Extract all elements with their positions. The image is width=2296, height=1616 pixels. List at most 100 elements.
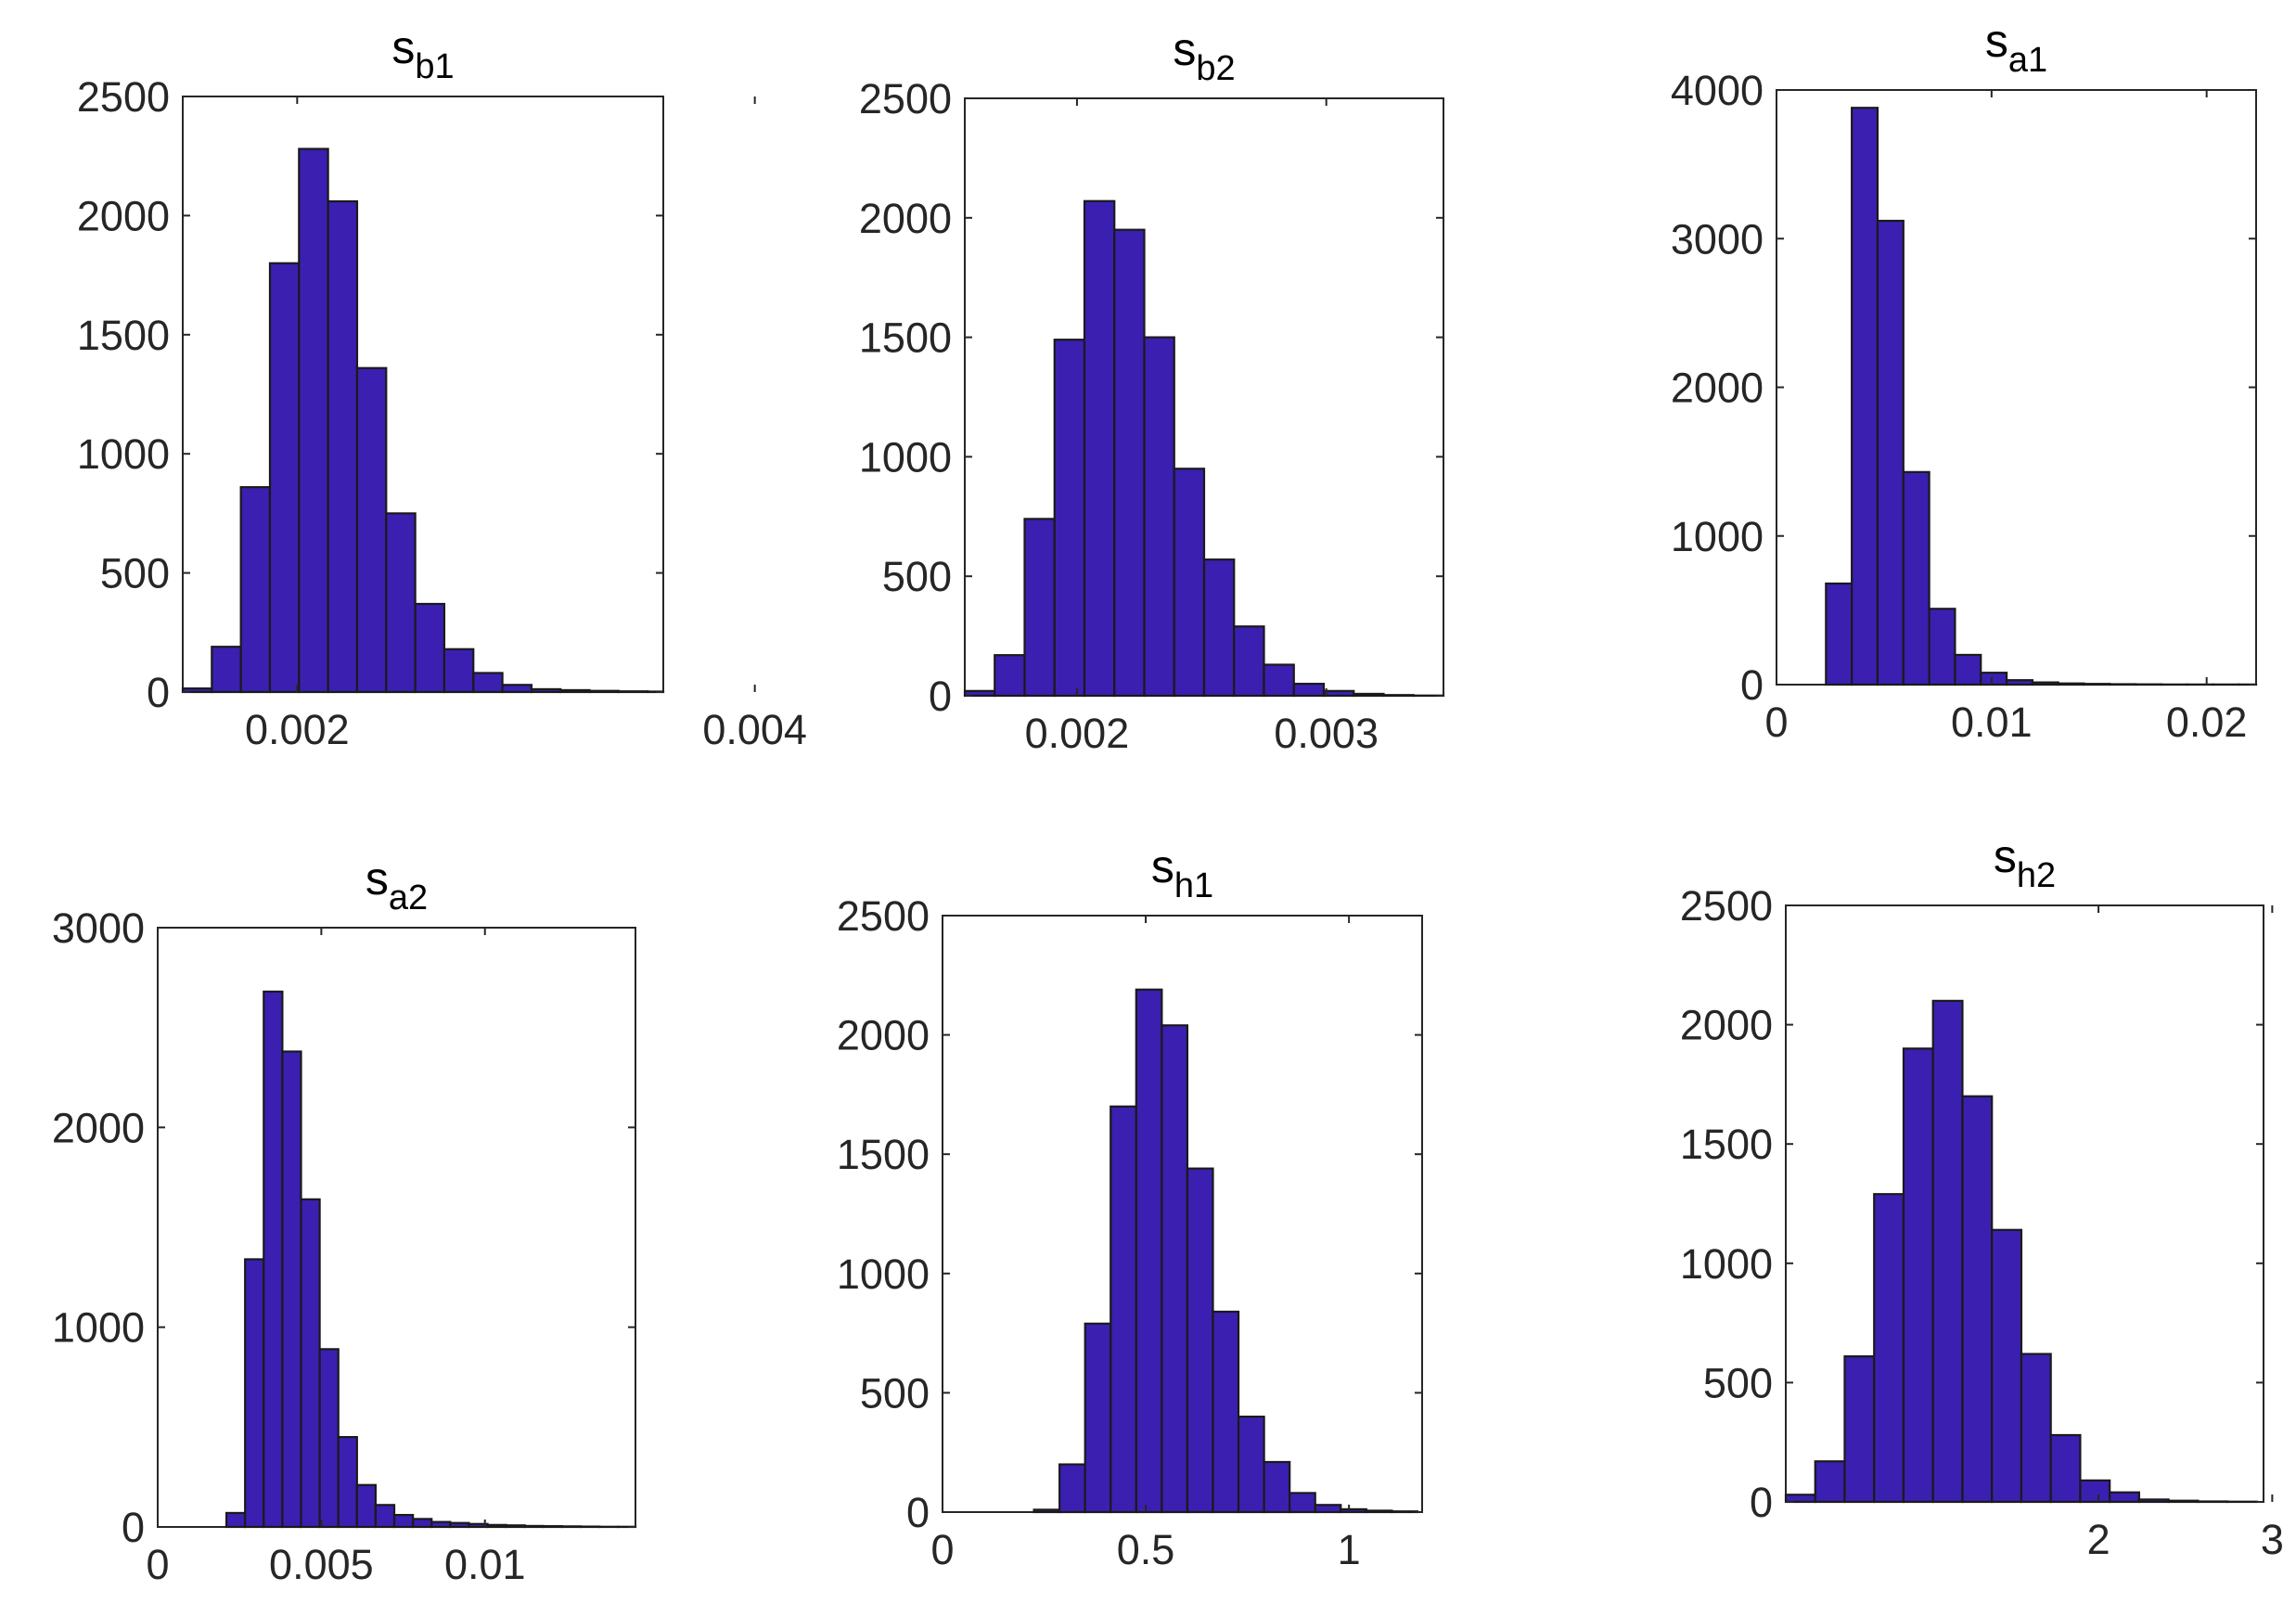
x-tick-label: 0.01	[1951, 699, 2033, 746]
histogram-bar	[385, 512, 417, 694]
y-tick-label: 1000	[1671, 513, 1764, 560]
histogram-bar	[1382, 694, 1415, 698]
histogram-bar	[412, 1518, 433, 1529]
histogram-bar	[263, 990, 284, 1529]
y-tick-label: 3000	[1671, 215, 1764, 263]
panel-s-a2: 0 1000 2000 3000 0 0.005 0.01 sa2	[52, 853, 637, 1588]
histogram-bar	[1135, 988, 1163, 1514]
histogram-bar	[1053, 339, 1086, 698]
histogram-bar	[1237, 1416, 1265, 1514]
x-tick-label: 3	[2261, 1516, 2284, 1563]
y-tick-label: 3000	[52, 904, 145, 952]
histogram-bar	[1083, 199, 1116, 698]
histogram-bar	[1314, 1504, 1342, 1514]
histogram-bar	[414, 602, 446, 694]
histogram-bar	[1353, 692, 1385, 698]
histogram-bar	[244, 1258, 265, 1529]
y-tick-label: 2500	[837, 892, 930, 940]
chart-title-symbol: s	[366, 853, 389, 904]
histogram-bar	[298, 147, 329, 694]
y-tick-label: 500	[882, 553, 952, 600]
histogram-bar	[523, 1524, 545, 1529]
x-tick-label: 0.002	[245, 706, 350, 753]
chart-title-symbol: s	[1994, 830, 2017, 882]
histogram-bar	[530, 687, 562, 694]
histogram-bar	[1023, 518, 1056, 698]
x-tick-label: 0.01	[444, 1541, 526, 1588]
histogram-bar	[443, 648, 475, 694]
histogram-bar	[1931, 999, 1964, 1504]
histogram-bar	[2031, 681, 2059, 686]
chart-title: sh1	[1151, 840, 1213, 905]
histogram-bar	[617, 690, 649, 694]
y-tick-label: 1000	[77, 430, 170, 478]
histogram-bar	[588, 689, 620, 694]
x-tick-label: 0.002	[1025, 710, 1130, 757]
histogram-bar	[1391, 1510, 1419, 1514]
chart-title-subscript: b1	[415, 47, 454, 86]
chart-title-symbol: s	[1151, 840, 1174, 892]
chart-title-subscript: a1	[2008, 41, 2047, 80]
x-tick-label: 0.005	[269, 1541, 374, 1588]
histogram-bar	[1843, 1355, 1876, 1504]
histogram-bar	[268, 262, 301, 694]
x-tick-label: 0	[146, 1541, 169, 1588]
chart-title: sb2	[1173, 23, 1235, 88]
histogram-bar	[1186, 1167, 1214, 1514]
histogram-bar	[1233, 625, 1265, 698]
y-tick-label: 2500	[859, 75, 952, 122]
histogram-bar	[1033, 1508, 1061, 1514]
y-tick-label: 1000	[52, 1304, 145, 1352]
histogram-bar	[211, 646, 242, 694]
chart-title: sh2	[1994, 830, 2056, 895]
y-tick-label: 0	[122, 1504, 145, 1551]
histogram-bar	[1902, 470, 1930, 686]
y-tick-label: 2500	[1680, 882, 1773, 930]
histogram-bar	[1110, 1105, 1137, 1514]
x-tick-label: 2	[2087, 1516, 2110, 1563]
histogram-bar	[2083, 683, 2111, 686]
y-tick-label: 2500	[77, 73, 170, 121]
y-tick-label: 2000	[52, 1104, 145, 1151]
histogram-bar	[2057, 682, 2085, 686]
histogram-bar	[994, 654, 1026, 698]
histogram-bar	[1851, 107, 1879, 686]
histogram-bar	[2197, 1500, 2229, 1504]
panel-s-a1: 0 1000 2000 3000 4000 0 0.01 0.02 sa1	[1671, 15, 2258, 746]
histogram-bar	[327, 199, 359, 694]
histogram-bar	[1365, 1509, 1393, 1514]
histogram-bar	[1784, 1494, 1816, 1504]
y-tick-label: 2000	[77, 192, 170, 239]
histogram-bar	[501, 684, 533, 694]
histogram-bar	[1825, 582, 1853, 686]
histogram-bar	[559, 688, 591, 694]
histogram-bar	[355, 366, 388, 694]
histogram-bar	[449, 1521, 470, 1529]
histogram-bar	[1173, 468, 1206, 698]
histogram-bar	[1212, 1310, 1240, 1514]
histogram-bar	[1058, 1463, 1086, 1514]
histogram-bar	[1961, 1095, 1994, 1504]
histogram-bar	[1084, 1322, 1112, 1514]
histogram-bar	[1928, 608, 1956, 686]
y-tick-label: 2000	[1671, 365, 1764, 412]
y-tick-label: 0	[147, 669, 170, 716]
x-tick-label: 0	[930, 1526, 954, 1573]
y-tick-label: 500	[860, 1369, 930, 1417]
y-tick-label: 1000	[859, 433, 952, 481]
histogram-bar	[1143, 336, 1175, 698]
chart-title-symbol: s	[1173, 23, 1196, 75]
histogram-bar	[374, 1504, 396, 1529]
histogram-bar	[1902, 1047, 1934, 1504]
axes-frame	[157, 927, 636, 1528]
histogram-bar	[355, 1483, 378, 1529]
histogram-bar	[2005, 679, 2033, 686]
histogram-bar	[392, 1513, 415, 1529]
histogram-bar	[1873, 1193, 1905, 1504]
chart-title: sa2	[366, 853, 428, 917]
y-tick-label: 2000	[1680, 1002, 1773, 1049]
x-tick-label: 0.003	[1274, 710, 1379, 757]
x-tick-label: 0	[1764, 699, 1788, 746]
y-tick-label: 1500	[77, 312, 170, 359]
